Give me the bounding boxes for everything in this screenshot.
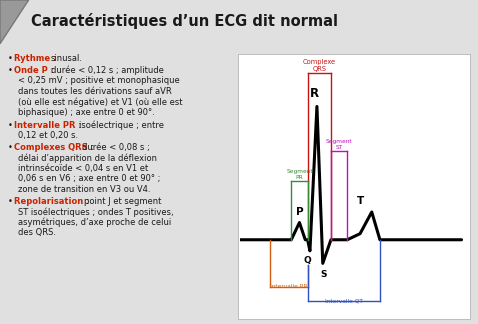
Text: T: T xyxy=(357,196,364,206)
Text: Repolarisation :: Repolarisation : xyxy=(14,197,92,206)
Text: Rythme :: Rythme : xyxy=(14,54,59,63)
Text: Intervalle PR :: Intervalle PR : xyxy=(14,121,85,130)
Text: •: • xyxy=(8,121,13,130)
Text: (où elle est négative) et V1 (où elle est: (où elle est négative) et V1 (où elle es… xyxy=(18,97,183,107)
Text: intrinsécoïde < 0,04 s en V1 et: intrinsécoïde < 0,04 s en V1 et xyxy=(18,164,148,173)
Text: 0,06 s en V6 ; axe entre 0 et 90° ;: 0,06 s en V6 ; axe entre 0 et 90° ; xyxy=(18,174,161,183)
Text: Complexes QRS :: Complexes QRS : xyxy=(14,143,97,152)
Text: délai d’apparition de la déflexion: délai d’apparition de la déflexion xyxy=(18,153,157,163)
Text: dans toutes les dérivations sauf aVR: dans toutes les dérivations sauf aVR xyxy=(18,87,172,96)
Text: point J et segment: point J et segment xyxy=(84,197,162,206)
Text: ST isoélectriques ; ondes T positives,: ST isoélectriques ; ondes T positives, xyxy=(18,207,174,217)
Text: durée < 0,12 s ; amplitude: durée < 0,12 s ; amplitude xyxy=(51,66,164,75)
Text: Intervalle QT: Intervalle QT xyxy=(325,298,363,303)
Text: Segment
PR: Segment PR xyxy=(286,169,313,180)
Text: sinusal.: sinusal. xyxy=(51,54,83,63)
Text: Onde P :: Onde P : xyxy=(14,66,57,75)
Text: P: P xyxy=(295,207,303,217)
Text: isoélectrique ; entre: isoélectrique ; entre xyxy=(79,121,164,130)
Text: Q: Q xyxy=(303,256,311,265)
Text: durée < 0,08 s ;: durée < 0,08 s ; xyxy=(82,143,150,152)
Text: < 0,25 mV ; positive et monophasique: < 0,25 mV ; positive et monophasique xyxy=(18,76,180,85)
Text: Segment
ST: Segment ST xyxy=(326,139,352,149)
Text: zone de transition en V3 ou V4.: zone de transition en V3 ou V4. xyxy=(18,185,151,194)
FancyBboxPatch shape xyxy=(238,54,470,319)
Text: Caractéristiques d’un ECG dit normal: Caractéristiques d’un ECG dit normal xyxy=(31,13,338,29)
Text: •: • xyxy=(8,54,13,63)
Text: des QRS.: des QRS. xyxy=(18,228,56,237)
Text: S: S xyxy=(321,270,327,279)
Text: •: • xyxy=(8,143,13,152)
Text: •: • xyxy=(8,66,13,75)
Text: 0,12 et 0,20 s.: 0,12 et 0,20 s. xyxy=(18,131,78,140)
Text: asymétriques, d’axe proche de celui: asymétriques, d’axe proche de celui xyxy=(18,218,171,227)
Text: •: • xyxy=(8,197,13,206)
Polygon shape xyxy=(0,0,29,44)
Text: R: R xyxy=(310,87,319,99)
Text: Intervalle PR: Intervalle PR xyxy=(270,284,308,289)
Text: biphasique) ; axe entre 0 et 90°.: biphasique) ; axe entre 0 et 90°. xyxy=(18,108,155,117)
Text: Complexe
QRS: Complexe QRS xyxy=(303,59,336,72)
